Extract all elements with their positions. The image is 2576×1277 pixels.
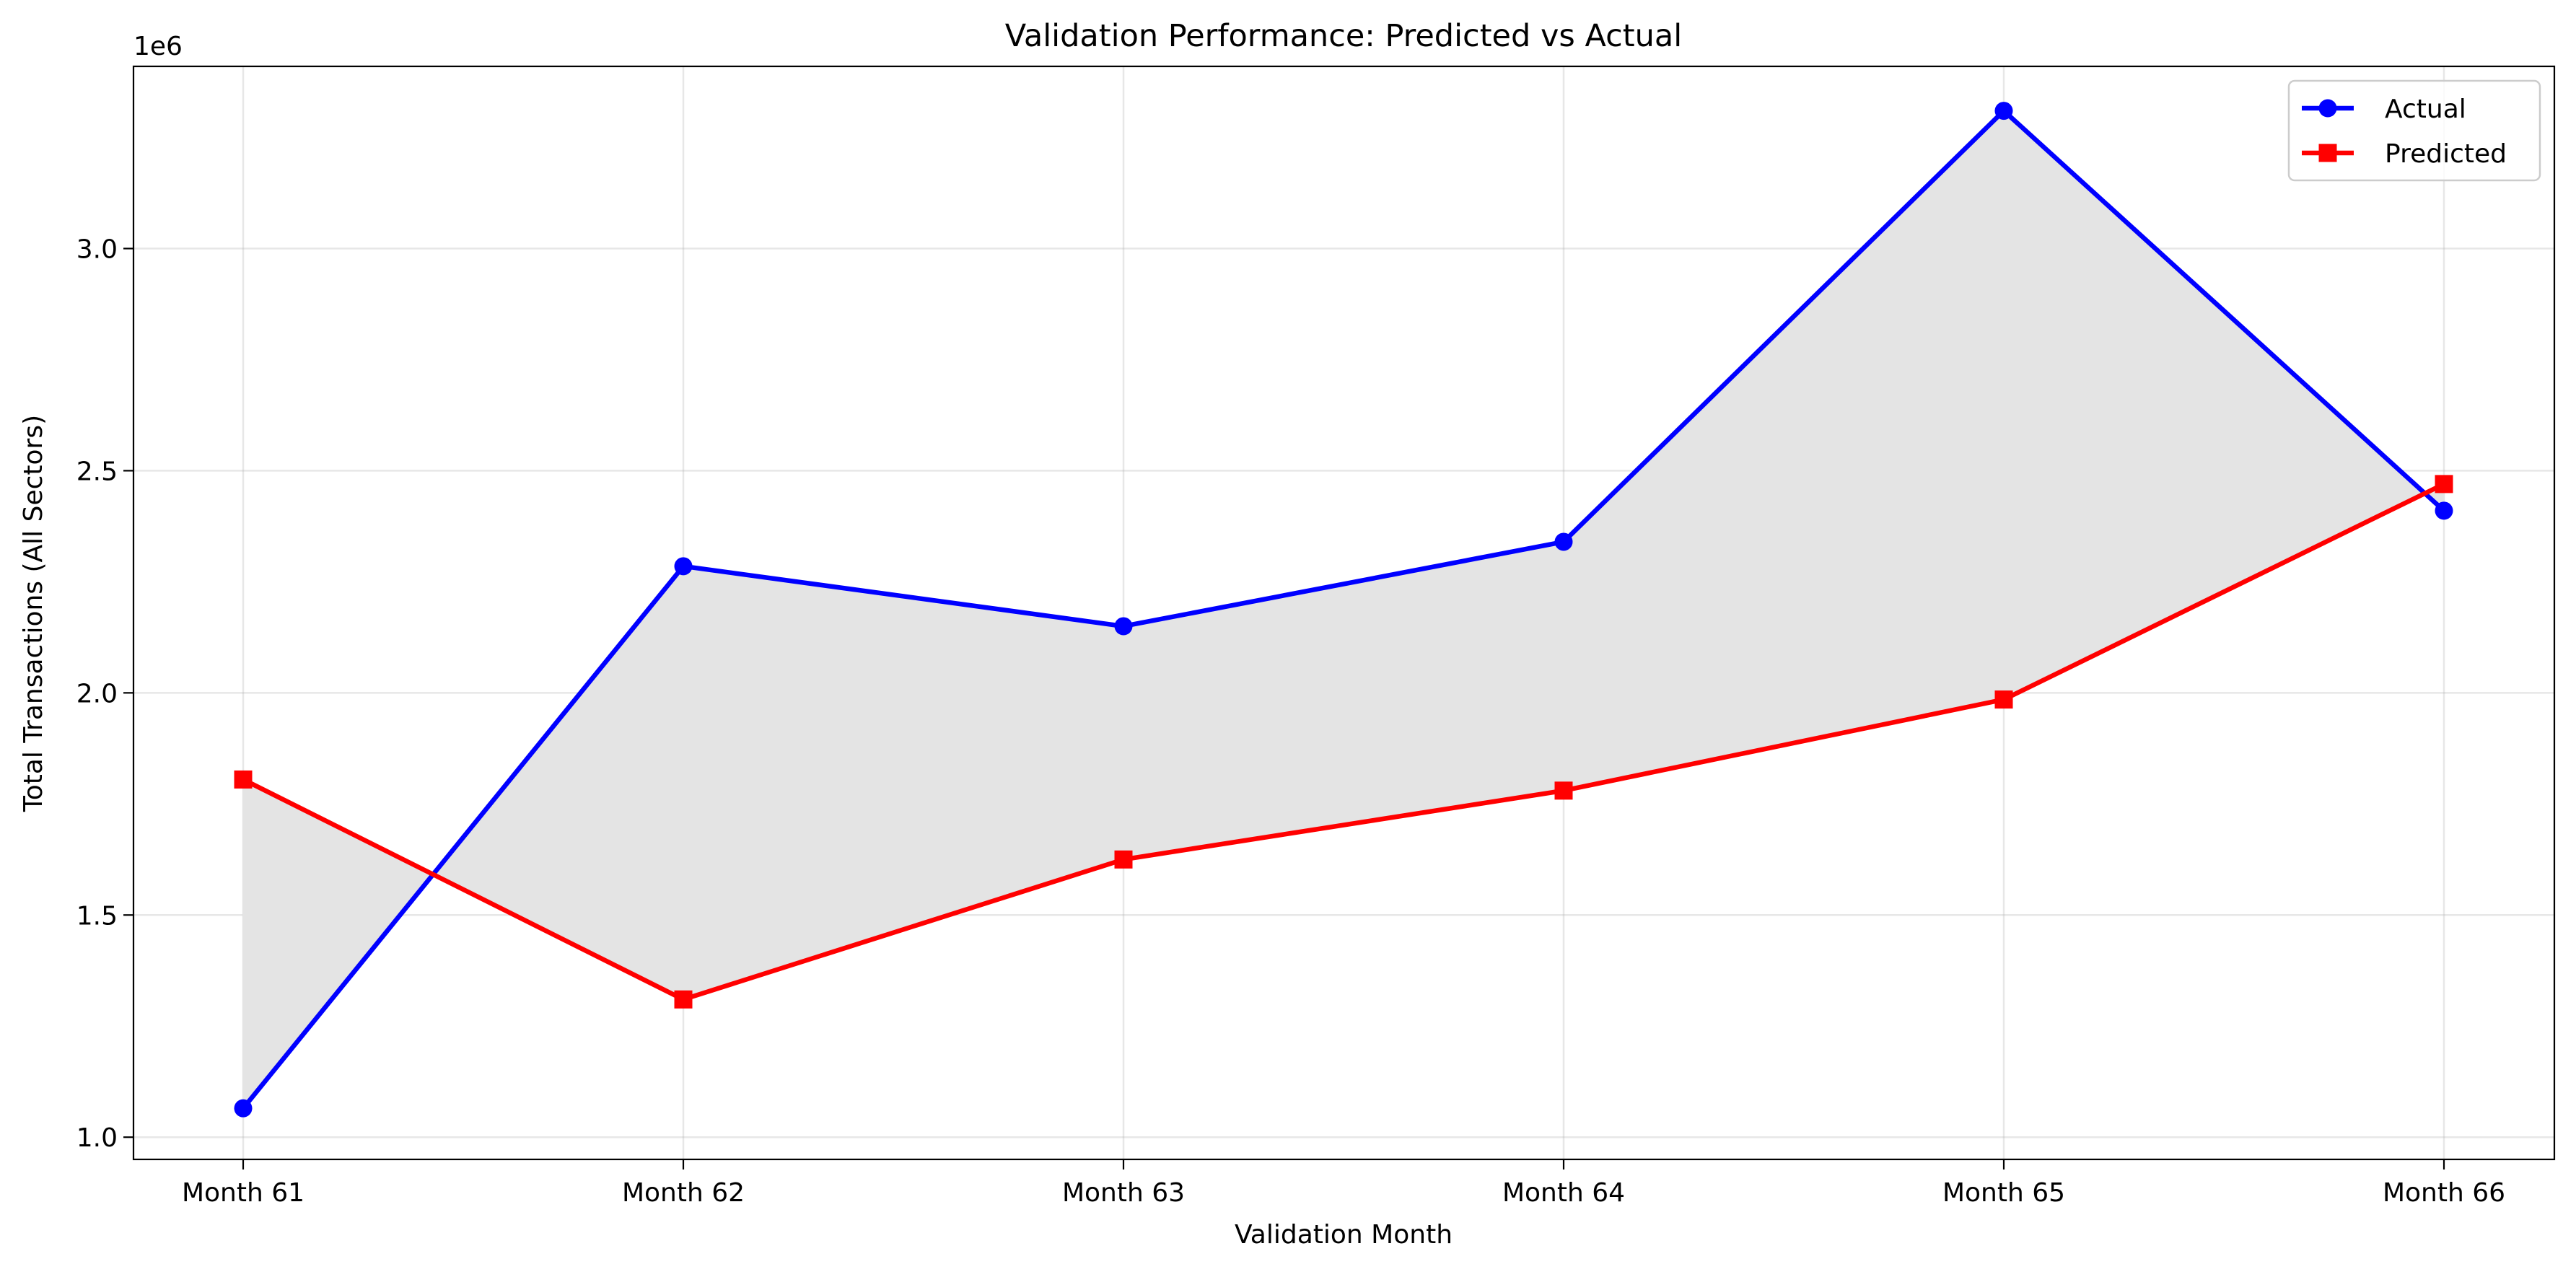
y-offset-label: 1e6: [133, 32, 183, 61]
legend: Actual Predicted: [2287, 79, 2541, 182]
x-tick-label: Month 63: [1062, 1178, 1185, 1208]
x-tick-label: Month 62: [622, 1178, 745, 1208]
y-tick-label: 1.5: [76, 901, 118, 931]
x-tick-label: Month 64: [1502, 1178, 1625, 1208]
series-line-predicted: [242, 481, 2445, 1002]
x-tick-label: Month 66: [2383, 1178, 2505, 1208]
data-point-actual: [1994, 102, 2013, 120]
legend-item-predicted: Predicted: [2302, 139, 2507, 169]
data-point-predicted: [1994, 690, 2013, 709]
data-point-actual: [1114, 617, 1133, 636]
legend-marker: [2318, 144, 2337, 162]
legend-box: [2287, 79, 2541, 182]
y-tick-label: 3.0: [76, 235, 118, 265]
data-point-predicted: [234, 770, 253, 789]
data-point-predicted: [674, 990, 693, 1009]
data-point-predicted: [1554, 781, 1573, 800]
chart-title: Validation Performance: Predicted vs Act…: [1005, 18, 1682, 54]
x-tick-label: Month 61: [182, 1178, 305, 1208]
series-actual: [234, 102, 2453, 1118]
y-tick-label: 2.5: [76, 457, 118, 486]
data-point-actual: [674, 557, 693, 576]
x-axis-label: Validation Month: [1235, 1220, 1453, 1250]
legend-marker: [2318, 99, 2337, 118]
data-point-actual: [2435, 501, 2453, 520]
data-point-predicted: [2435, 475, 2453, 493]
plot-frame: [132, 65, 2556, 1161]
data-point-actual: [1554, 532, 1573, 551]
legend-label: Actual: [2385, 95, 2466, 124]
ticks: Month 61 Month 62 Month 63 Month 64 Month 65…: [76, 235, 2505, 1208]
y-axis-label: Total Transactions (All Sectors): [19, 415, 48, 812]
legend-label: Predicted: [2385, 139, 2507, 169]
y-tick-label: 2.0: [76, 679, 118, 708]
y-tick-label: 1.0: [76, 1123, 118, 1153]
legend-item-actual: Actual: [2302, 95, 2466, 124]
series-layer: [234, 102, 2453, 1118]
data-point-actual: [234, 1099, 253, 1118]
series-line-actual: [241, 108, 2446, 1110]
x-tick-label: Month 65: [1942, 1178, 2065, 1208]
series-predicted: [234, 475, 2453, 1009]
data-point-predicted: [1114, 850, 1133, 869]
